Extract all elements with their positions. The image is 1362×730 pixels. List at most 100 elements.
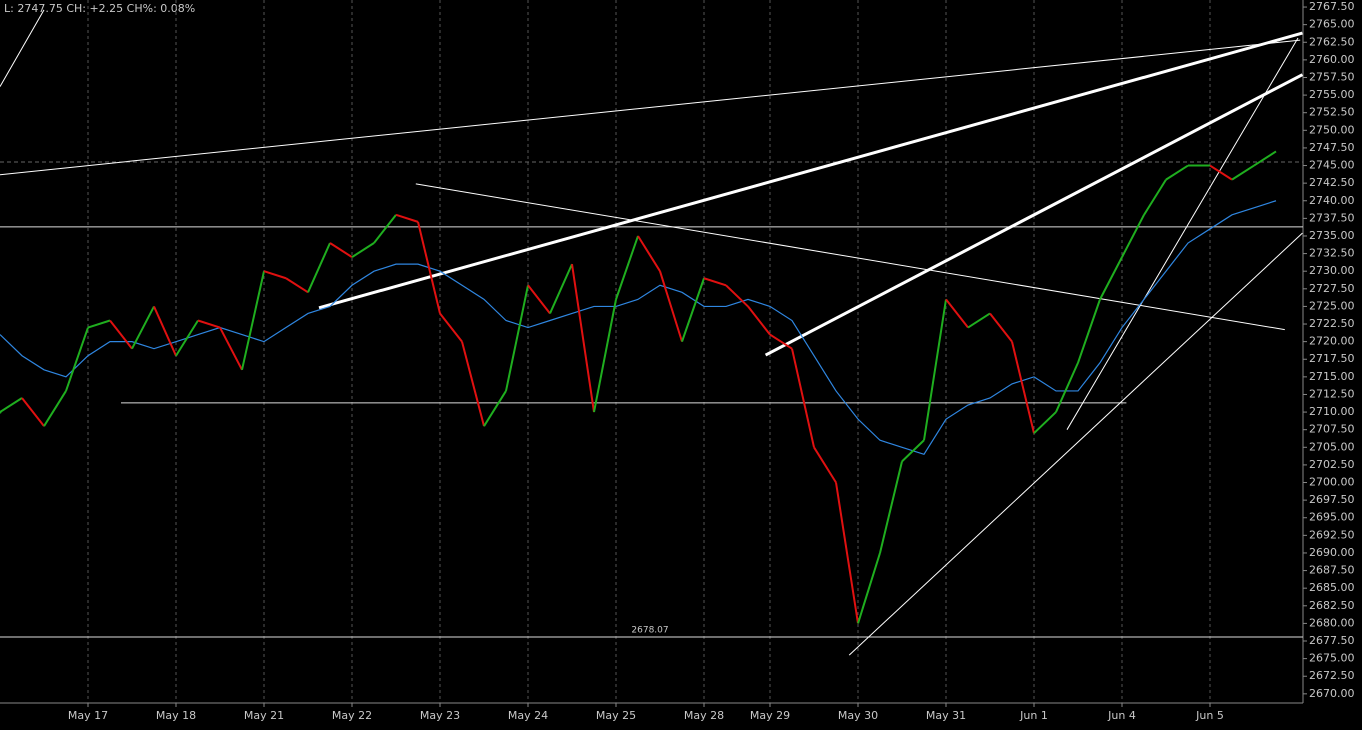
y-tick-label: 2762.50	[1309, 35, 1355, 48]
price-segment	[329, 242, 353, 258]
y-tick-label: 2725.00	[1309, 299, 1355, 312]
y-tick-label: 2765.00	[1309, 18, 1355, 31]
price-segment	[1253, 150, 1277, 167]
y-tick-label: 2727.50	[1309, 282, 1355, 295]
trend-line	[318, 31, 1303, 310]
trend-line	[848, 232, 1303, 656]
y-tick-label: 2675.00	[1309, 652, 1355, 665]
y-tick-label: 2700.00	[1309, 476, 1355, 489]
y-tick-label: 2735.00	[1309, 229, 1355, 242]
price-segment	[1121, 214, 1145, 258]
price-segment	[1209, 164, 1233, 181]
y-tick-label: 2752.50	[1309, 106, 1355, 119]
price-segment	[659, 270, 683, 342]
x-tick-label: May 21	[244, 709, 284, 722]
price-segment	[109, 319, 133, 350]
trend-line	[0, 9, 45, 87]
y-tick-label: 2760.00	[1309, 53, 1355, 66]
price-segment	[1165, 164, 1189, 181]
price-segment	[461, 341, 485, 427]
x-tick-label: May 25	[596, 709, 636, 722]
price-segment	[1143, 179, 1167, 216]
price-segment	[615, 235, 639, 300]
y-tick-label: 2747.50	[1309, 141, 1355, 154]
y-tick-label: 2742.50	[1309, 176, 1355, 189]
y-tick-label: 2767.50	[1309, 0, 1355, 13]
y-tick-label: 2745.00	[1309, 159, 1355, 172]
x-tick-label: Jun 4	[1107, 709, 1136, 722]
price-segment	[505, 285, 529, 392]
y-tick-label: 2740.00	[1309, 194, 1355, 207]
price-segment	[351, 242, 375, 258]
y-tick-label: 2697.50	[1309, 493, 1355, 506]
price-segment	[1055, 362, 1079, 413]
chart-title: L: 2747.75 CH: +2.25 CH%: 0.08%	[4, 2, 195, 15]
x-tick-label: May 17	[68, 709, 108, 722]
price-segment	[527, 284, 551, 315]
price-segment	[197, 319, 221, 329]
price-segment	[637, 235, 661, 272]
price-segment	[483, 390, 507, 427]
price-segment	[373, 214, 397, 244]
y-tick-label: 2707.50	[1309, 423, 1355, 436]
price-segment	[87, 319, 111, 329]
y-tick-label: 2687.50	[1309, 564, 1355, 577]
y-tick-label: 2670.00	[1309, 687, 1355, 700]
y-tick-label: 2732.50	[1309, 247, 1355, 260]
y-tick-label: 2705.00	[1309, 440, 1355, 453]
x-tick-label: May 29	[750, 709, 790, 722]
y-tick-label: 2730.00	[1309, 264, 1355, 277]
price-segment	[417, 221, 441, 314]
price-segment	[681, 277, 705, 342]
y-tick-label: 2755.00	[1309, 88, 1355, 101]
y-tick-label: 2715.00	[1309, 370, 1355, 383]
price-segment	[747, 305, 771, 336]
x-tick-label: May 22	[332, 709, 372, 722]
price-segment	[395, 213, 419, 223]
trend-line	[764, 73, 1304, 357]
price-segment	[1099, 256, 1123, 300]
x-tick-label: May 23	[420, 709, 460, 722]
price-segment	[813, 446, 837, 484]
price-segment	[835, 482, 859, 624]
price-segment	[175, 319, 199, 357]
price-segment	[21, 397, 45, 427]
x-tick-label: May 30	[838, 709, 878, 722]
price-segment	[153, 306, 177, 357]
price-segment	[901, 439, 925, 463]
x-tick-label: May 28	[684, 709, 724, 722]
y-tick-label: 2717.50	[1309, 352, 1355, 365]
y-tick-label: 2710.00	[1309, 405, 1355, 418]
price-segment	[285, 277, 309, 294]
trend-line	[1066, 37, 1299, 430]
price-segment	[439, 312, 463, 343]
y-tick-label: 2722.50	[1309, 317, 1355, 330]
price-segment	[791, 348, 815, 448]
price-segment	[307, 242, 331, 293]
price-segment	[1033, 411, 1057, 434]
price-segment	[703, 277, 727, 287]
y-tick-label: 2677.50	[1309, 634, 1355, 647]
y-tick-label: 2672.50	[1309, 669, 1355, 682]
price-segment	[879, 461, 903, 554]
price-segment	[923, 299, 947, 441]
price-segment	[945, 298, 969, 329]
y-tick-label: 2680.00	[1309, 616, 1355, 629]
price-segment	[571, 264, 595, 413]
y-tick-label: 2685.00	[1309, 581, 1355, 594]
y-tick-label: 2692.50	[1309, 528, 1355, 541]
y-tick-label: 2737.50	[1309, 211, 1355, 224]
price-segment	[593, 299, 617, 413]
trend-line	[0, 39, 1301, 176]
price-segment	[989, 312, 1013, 343]
price-segment	[725, 284, 749, 308]
y-tick-label: 2682.50	[1309, 599, 1355, 612]
price-segment	[967, 312, 991, 329]
x-tick-label: May 31	[926, 709, 966, 722]
price-segment	[1231, 164, 1255, 181]
price-segment	[219, 327, 243, 371]
y-tick-label: 2750.00	[1309, 123, 1355, 136]
x-tick-label: May 18	[156, 709, 196, 722]
price-segment	[769, 333, 793, 350]
